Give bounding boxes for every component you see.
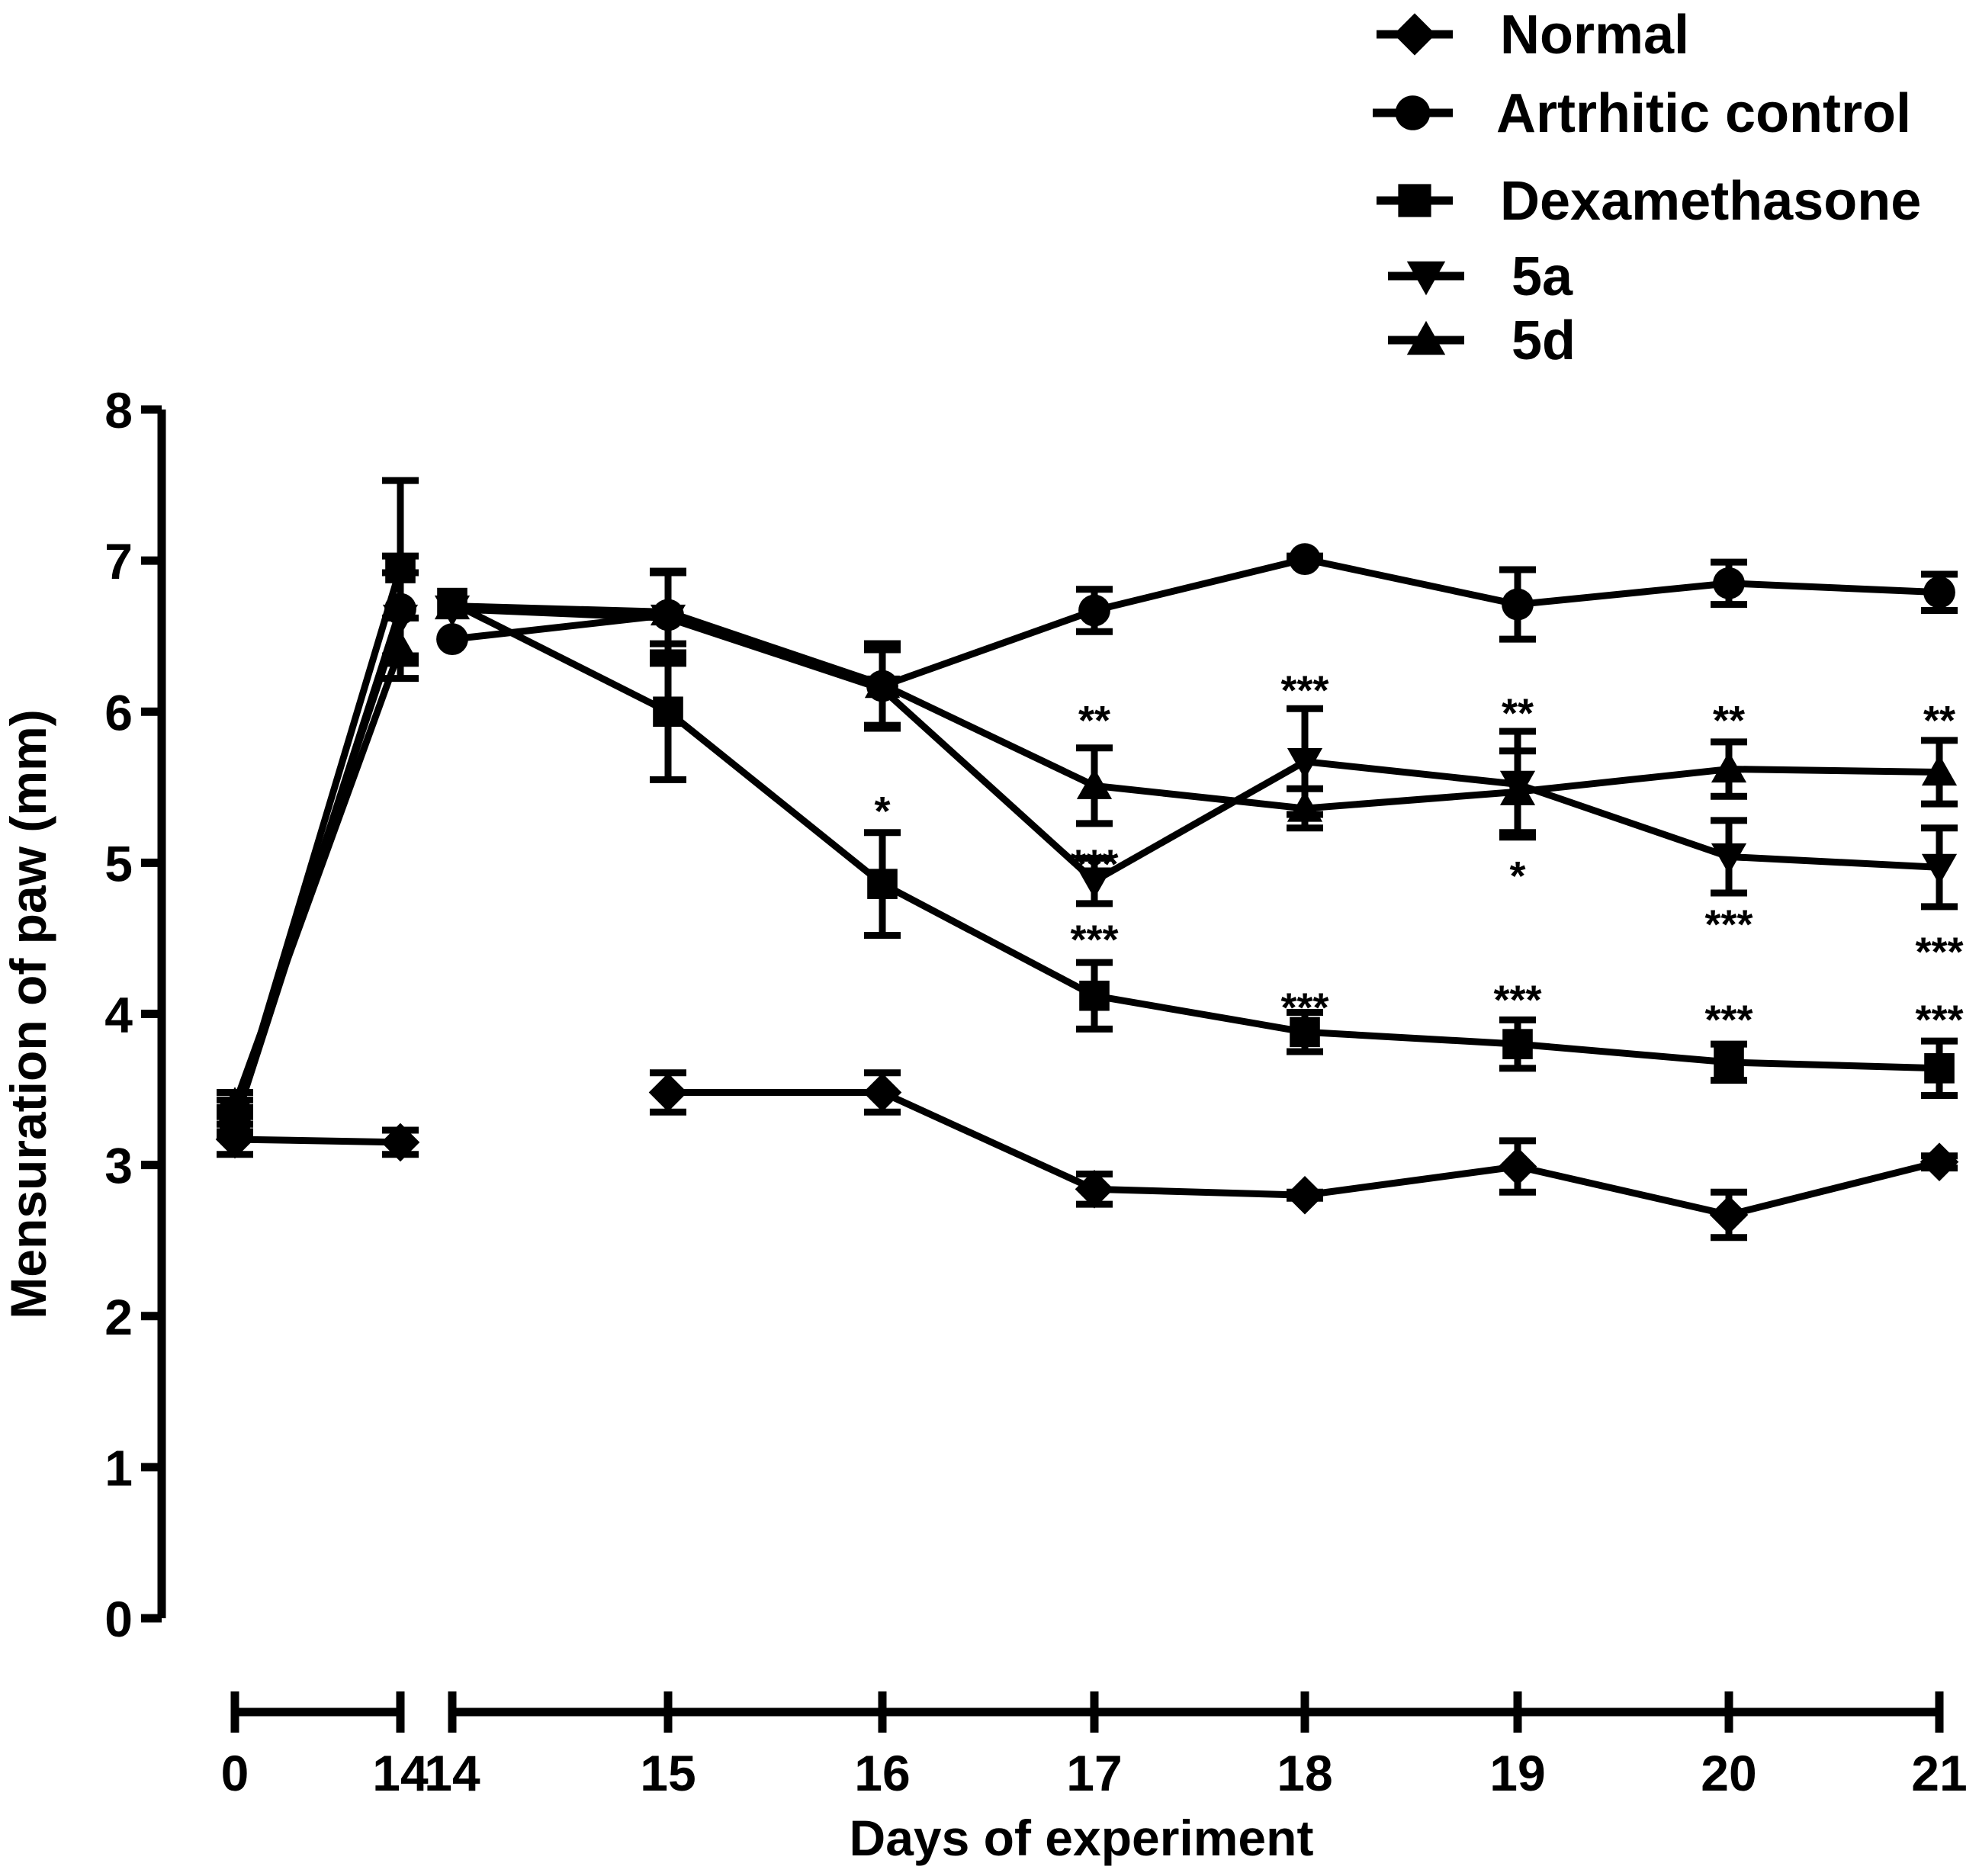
x-tick-label: 14: [424, 1745, 480, 1801]
marker-triangle-up: [650, 594, 686, 626]
y-tick-label: 1: [104, 1440, 133, 1496]
marker-diamond: [381, 1123, 420, 1162]
marker-triangle-down: [1711, 843, 1747, 875]
x-tick-label: 16: [854, 1745, 910, 1801]
significance-label: *: [874, 789, 890, 834]
marker-triangle-up: [434, 588, 471, 620]
marker-triangle-up: [864, 667, 901, 699]
y-tick-label: 6: [104, 684, 133, 740]
marker-square: [1502, 1029, 1533, 1059]
legend-item-normal: Normal: [1377, 5, 1689, 66]
marker-square: [1290, 1017, 1320, 1048]
marker-triangle-down: [1076, 867, 1113, 899]
significance-label: **: [1078, 698, 1110, 744]
significance-label: **: [1502, 690, 1534, 736]
series-5d: [217, 567, 1958, 1120]
x-tick-label: 17: [1066, 1745, 1122, 1801]
marker-triangle-up: [1287, 790, 1323, 822]
x-tick-label: 18: [1277, 1745, 1332, 1801]
legend-label: Normal: [1500, 5, 1689, 66]
marker-triangle-down: [1921, 853, 1958, 885]
marker-triangle-up: [382, 630, 419, 662]
marker-circle: [1078, 594, 1110, 627]
legend-item-artrhitic-control: Artrhitic control: [1373, 83, 1911, 144]
series-line: [231, 647, 404, 1106]
significance-label: **: [1713, 698, 1745, 744]
y-tick-label: 2: [104, 1289, 133, 1345]
x-tick-label: 19: [1489, 1745, 1545, 1801]
significance-label: ***: [1070, 917, 1118, 962]
marker-square: [1079, 980, 1110, 1011]
marker-triangle-down: [1406, 261, 1446, 296]
series-line: [451, 602, 1940, 812]
marker-square: [653, 696, 683, 728]
legend-item-5a: 5a: [1388, 246, 1573, 307]
y-tick-label: 5: [104, 835, 133, 891]
marker-triangle-up: [1711, 751, 1747, 783]
x-tick-label: 21: [1911, 1745, 1967, 1801]
y-tick-label: 4: [104, 987, 133, 1043]
annotation-layer: *************************************: [874, 668, 1963, 1043]
legend-item-5d: 5d: [1388, 310, 1576, 371]
marker-diamond: [1285, 1175, 1325, 1215]
significance-label: ***: [1280, 668, 1328, 714]
series-line: [450, 599, 1940, 1072]
marker-circle: [1923, 576, 1955, 609]
marker-diamond: [1393, 13, 1436, 56]
significance-label: ***: [1280, 985, 1328, 1031]
marker-square: [1924, 1053, 1955, 1084]
marker-triangle-up: [1921, 754, 1958, 786]
marker-diamond: [863, 1073, 902, 1112]
significance-label: ***: [1070, 841, 1118, 887]
x-tick-label: 14: [372, 1745, 429, 1801]
marker-triangle-up: [1076, 768, 1113, 799]
marker-diamond: [1920, 1142, 1959, 1181]
marker-diamond: [1498, 1147, 1537, 1186]
y-tick-label: 7: [104, 533, 133, 589]
legend-label: Artrhitic control: [1496, 83, 1911, 144]
series-layer: [215, 477, 1959, 1242]
significance-label: ***: [1915, 929, 1963, 975]
significance-label: *: [1509, 853, 1525, 899]
y-tick-label: 8: [104, 382, 133, 438]
marker-diamond: [1709, 1195, 1749, 1235]
marker-circle: [436, 623, 468, 656]
marker-diamond: [648, 1073, 688, 1112]
marker-square: [1714, 1047, 1744, 1078]
marker-triangle-up: [217, 1087, 253, 1118]
significance-label: ***: [1704, 902, 1753, 948]
significance-label: ***: [1493, 978, 1541, 1023]
y-tick-label: 3: [104, 1138, 133, 1194]
y-tick-label: 0: [104, 1591, 133, 1647]
marker-triangle-up: [1406, 320, 1446, 355]
series-dexamethasone: [217, 477, 1958, 1136]
marker-circle: [1713, 567, 1745, 599]
legend-item-dexamethasone: Dexamethasone: [1377, 171, 1921, 232]
marker-triangle-down: [1287, 748, 1323, 779]
legend-label: 5a: [1512, 246, 1573, 307]
x-tick-label: 15: [640, 1745, 696, 1801]
significance-label: ***: [1704, 997, 1753, 1042]
marker-circle: [1289, 543, 1321, 576]
series-line: [451, 606, 1940, 885]
x-axis-title: Days of experiment: [850, 1810, 1314, 1866]
x-tick-label: 0: [221, 1745, 249, 1801]
series-normal: [215, 1069, 1959, 1242]
significance-label: **: [1923, 698, 1955, 744]
marker-diamond: [1075, 1170, 1114, 1209]
marker-square: [1398, 184, 1431, 217]
series-line: [234, 1136, 401, 1146]
marker-circle: [1502, 588, 1534, 621]
marker-square: [867, 869, 898, 899]
y-axis-title: Mensuration of paw (mm): [0, 709, 56, 1319]
marker-triangle-up: [1499, 774, 1536, 805]
significance-label: ***: [1915, 997, 1963, 1042]
legend-label: Dexamethasone: [1500, 171, 1921, 232]
legend-label: 5d: [1512, 310, 1576, 371]
marker-circle: [1395, 95, 1431, 130]
x-tick-label: 20: [1701, 1745, 1756, 1801]
